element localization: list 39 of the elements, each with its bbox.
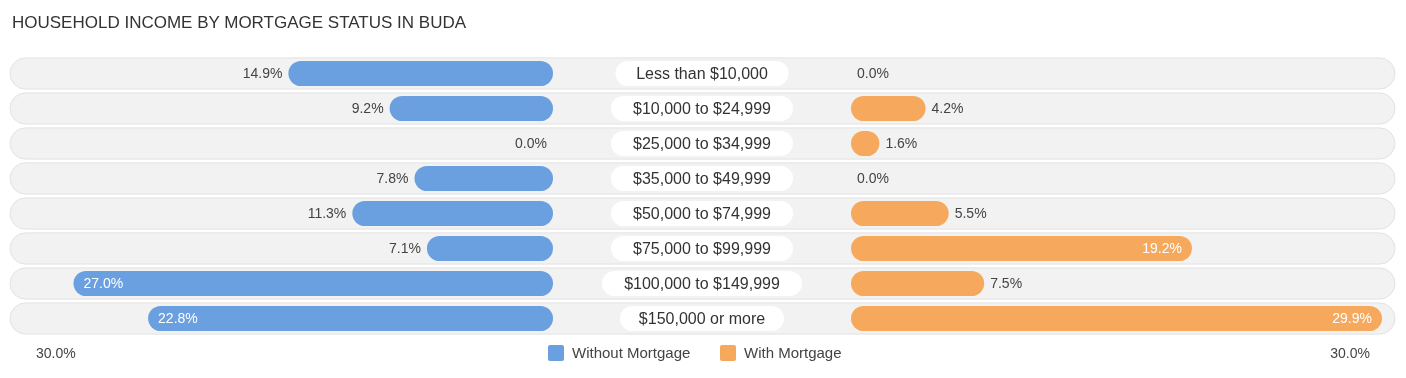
data-label: 7.1% [388, 240, 421, 257]
data-label: 4.2% [931, 100, 964, 117]
data-label: 5.5% [954, 205, 987, 222]
y-tick-label: $35,000 to $49,999 [633, 170, 772, 188]
data-label: 7.8% [376, 170, 409, 187]
data-label: 0.0% [857, 170, 889, 187]
data-label: 11.3% [307, 205, 347, 222]
y-tick-label: Less than $10,000 [636, 65, 768, 83]
y-tick-label: $10,000 to $24,999 [633, 100, 772, 118]
bar [352, 200, 553, 227]
bar [851, 95, 926, 122]
text: 30.0% [1330, 345, 1370, 361]
legend-label: Without Mortgage [572, 344, 691, 361]
data-label: 19.2% [1142, 240, 1182, 257]
bar [851, 200, 949, 227]
data-label: 9.2% [351, 100, 384, 117]
data-label: 29.9% [1332, 310, 1372, 327]
data-label: 14.9% [242, 65, 283, 82]
legend-label: With Mortgage [744, 344, 842, 361]
data-label: 0.0% [515, 135, 547, 152]
bar [148, 305, 553, 332]
data-label: 1.6% [885, 135, 918, 152]
bar [414, 165, 553, 192]
y-tick-label: $25,000 to $34,999 [633, 135, 772, 153]
bar [426, 235, 553, 262]
y-tick-label: $50,000 to $74,999 [633, 205, 772, 223]
data-label: 27.0% [83, 275, 124, 292]
y-tick-label: $150,000 or more [638, 310, 766, 328]
chart-title: HOUSEHOLD INCOME BY MORTGAGE STATUS IN BUDA [12, 13, 467, 32]
data-label: 0.0% [857, 65, 889, 82]
data-label: 7.5% [990, 275, 1023, 292]
bar [389, 95, 553, 122]
y-tick-label: $75,000 to $99,999 [633, 240, 772, 258]
text: 30.0% [36, 345, 76, 361]
bar [851, 235, 1192, 262]
y-tick-label: $100,000 to $149,999 [624, 275, 780, 293]
bar [851, 270, 985, 297]
bar [288, 60, 553, 87]
data-label: 22.8% [158, 310, 198, 327]
